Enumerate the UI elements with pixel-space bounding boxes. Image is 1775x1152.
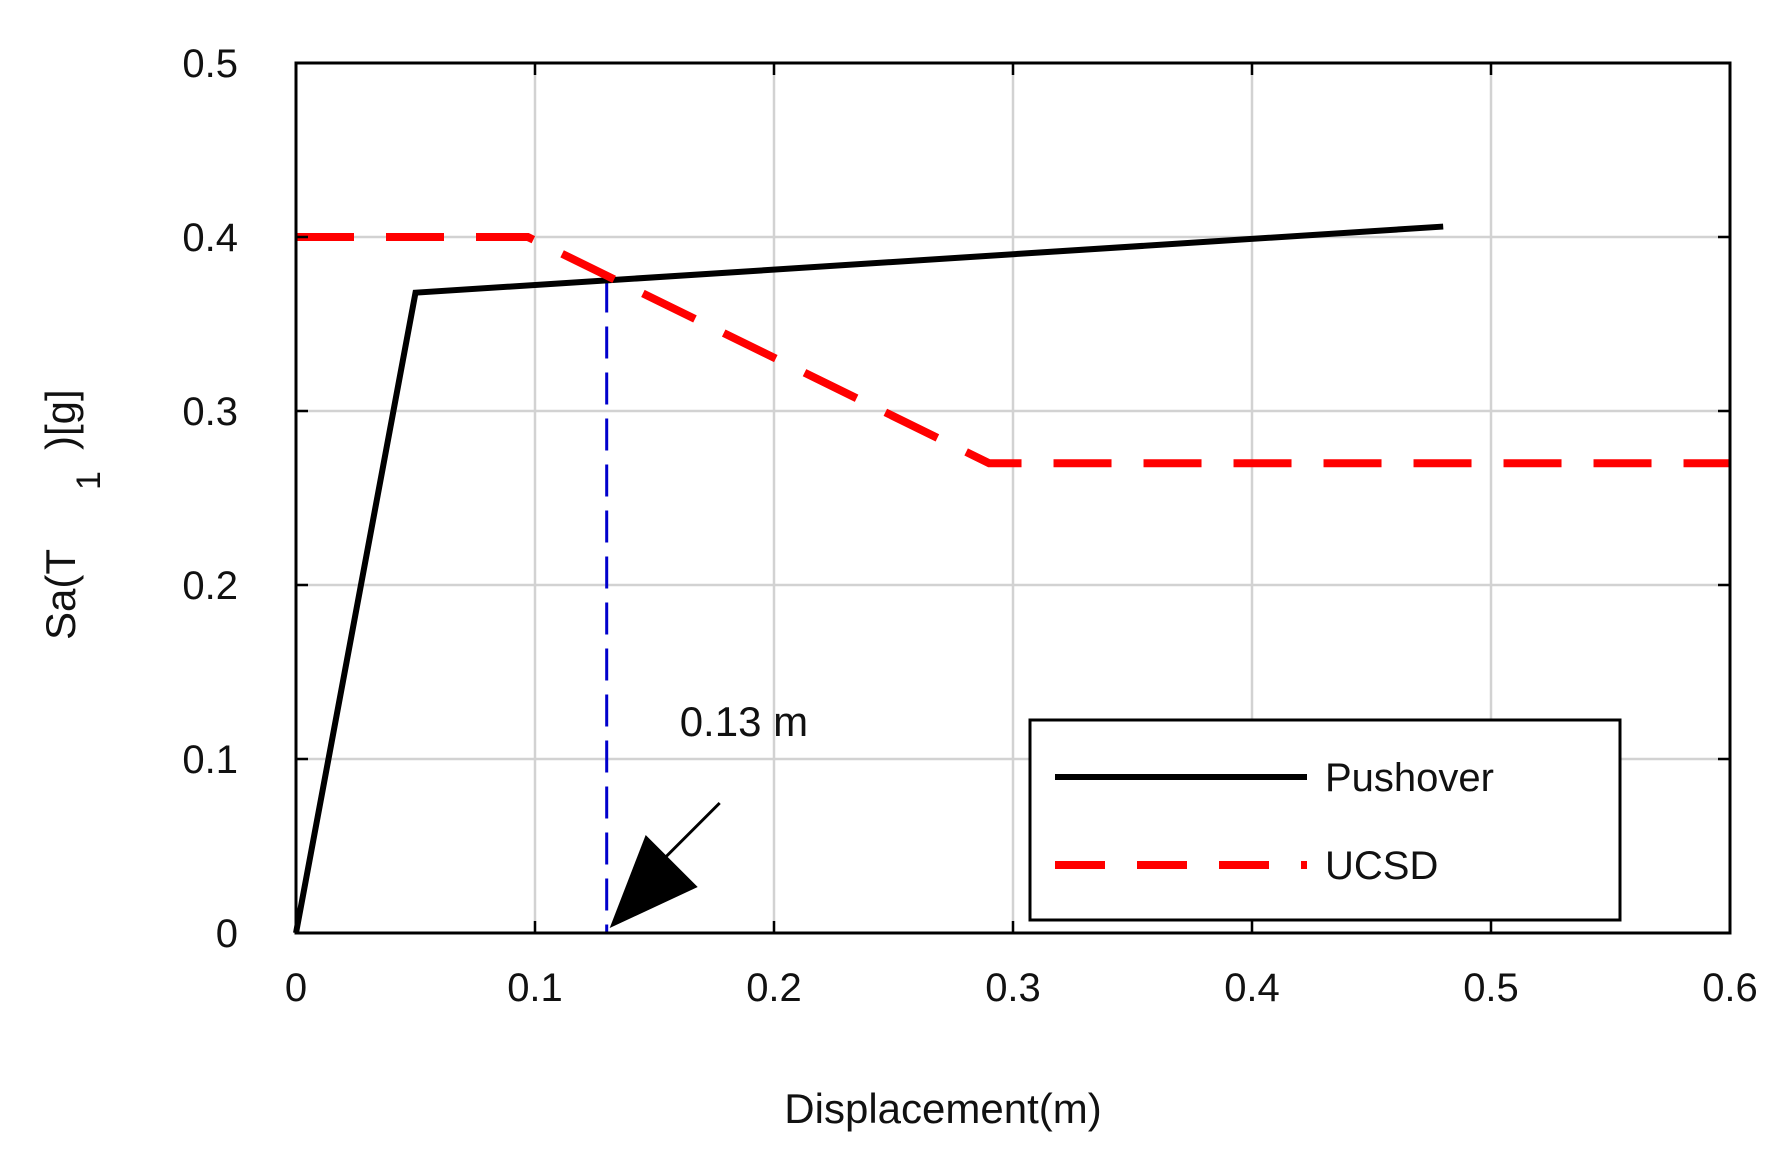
legend-box: [1028, 718, 1622, 922]
x-tick-label: 0.2: [746, 966, 802, 1010]
y-axis-title-main: Sa(T: [37, 549, 84, 640]
series-ucsd-line: [296, 233, 1730, 468]
legend: Pushover UCSD: [1028, 718, 1622, 922]
y-axis-title-subscript: 1: [70, 471, 108, 490]
legend-label-pushover: Pushover: [1325, 756, 1494, 800]
y-tick-label: 0.2: [182, 564, 238, 608]
tick-labels: 0 0.1 0.2 0.3 0.4 0.5 0.6 0 0.1 0.2 0.3 0.4 0.5: [182, 42, 1757, 1010]
plot-frame: [294, 61, 1732, 935]
legend-label-ucsd: UCSD: [1325, 844, 1438, 888]
annotation: 0.13 m: [609, 698, 808, 928]
annotation-arrow-head: [609, 835, 698, 928]
y-tick-label: 0.4: [182, 216, 238, 260]
y-tick-label: 0: [216, 912, 238, 956]
x-tick-label: 0.4: [1224, 966, 1280, 1010]
y-tick-label: 0.5: [182, 42, 238, 86]
y-tick-label: 0.1: [182, 738, 238, 782]
series-pushover-line: [293, 223, 1444, 934]
x-tick-label: 0.1: [507, 966, 563, 1010]
y-axis-title-tail: )[g]: [37, 389, 84, 450]
x-tick-label: 0: [285, 966, 307, 1010]
x-tick-label: 0.5: [1463, 966, 1519, 1010]
annotation-label: 0.13 m: [680, 698, 808, 745]
x-tick-label: 0.3: [985, 966, 1041, 1010]
series-layer: [293, 223, 1730, 934]
y-tick-label: 0.3: [182, 390, 238, 434]
x-axis-title: Displacement(m): [784, 1085, 1101, 1132]
x-tick-label: 0.6: [1702, 966, 1758, 1010]
grid: [296, 63, 1730, 933]
y-axis-title: Sa(T 1 )[g]: [37, 389, 108, 640]
